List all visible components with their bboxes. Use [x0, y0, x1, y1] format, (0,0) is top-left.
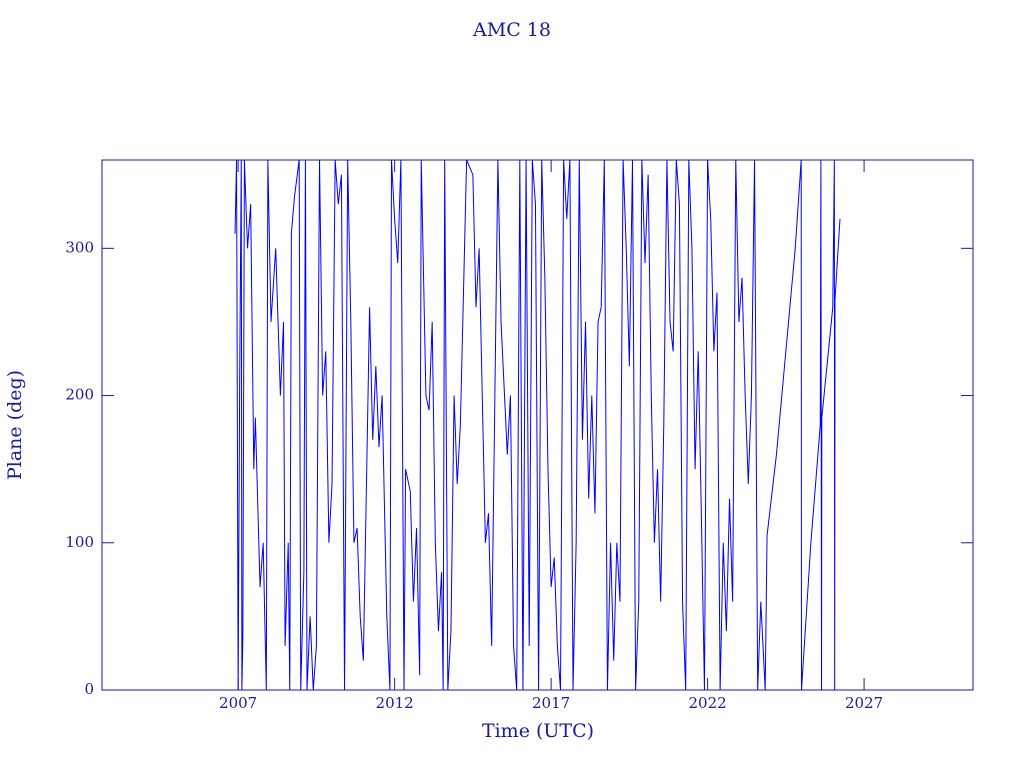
plot-frame	[101, 159, 974, 691]
x-tick-label: 2007	[219, 694, 257, 712]
x-axis-label: Time (UTC)	[482, 720, 594, 742]
x-tick-label: 2022	[689, 694, 727, 712]
chart-title: AMC 18	[472, 19, 551, 41]
x-tick-label: 2012	[376, 694, 414, 712]
x-tick-label: 2017	[532, 694, 570, 712]
y-tick-label: 100	[65, 533, 94, 551]
y-tick-label: 0	[84, 680, 94, 698]
y-axis-label: Plane (deg)	[4, 370, 26, 480]
x-tick-label: 2027	[845, 694, 883, 712]
y-tick-label: 200	[65, 386, 94, 404]
data-line	[234, 159, 841, 691]
y-tick-label: 300	[65, 238, 94, 256]
